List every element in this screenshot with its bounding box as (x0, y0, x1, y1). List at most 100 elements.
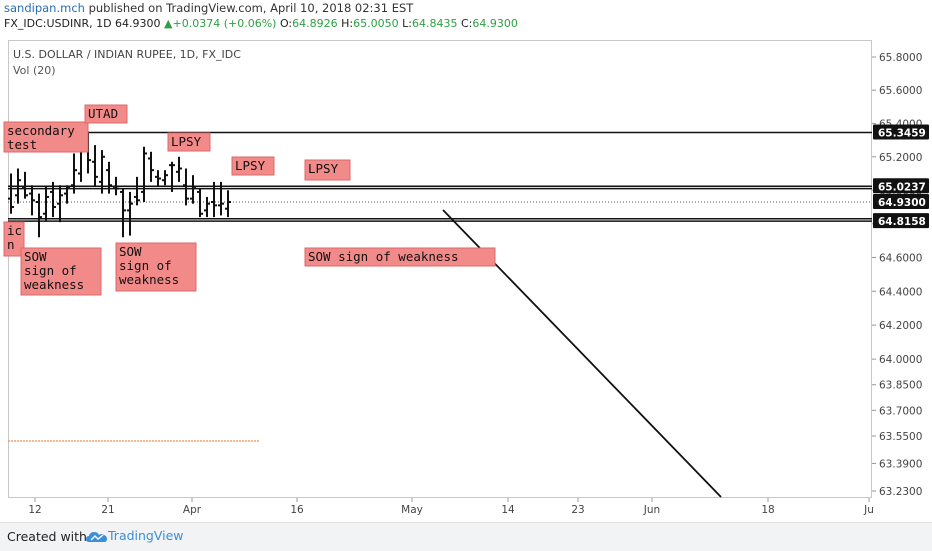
ohlc-bar (64, 185, 70, 204)
price-tick-label: 65.4000 (879, 118, 922, 130)
ohlc-bar (22, 171, 28, 199)
price-labels: 65.3459 65.0237 64.8158 64.9300 (873, 124, 929, 229)
ohlc-bar (162, 170, 168, 186)
ohlc-bar (15, 168, 21, 204)
publish-info: sandipan.mch published on TradingView.co… (4, 1, 413, 15)
price-axis-label: 64.9300 (873, 193, 929, 209)
annotation-label: LPSY (231, 156, 275, 176)
annotation-box (304, 247, 496, 267)
annotation-text: secondary (7, 123, 75, 138)
annotation-label: LPSY (304, 159, 351, 181)
annotation-label: LPSY (167, 132, 211, 152)
price-axis-label-text: 64.8158 (878, 216, 926, 228)
ohlc-bar (197, 188, 203, 218)
time-tick-label: 21 (101, 504, 114, 516)
price-axis-label-text: 64.9300 (878, 197, 926, 209)
annotation-label: icn (3, 221, 25, 257)
ohlc-bar (8, 173, 14, 214)
ohlc-bar (50, 181, 56, 218)
price-tick-label: 63.2300 (879, 486, 922, 498)
ohlc-bar (57, 185, 63, 223)
ohlc-bar (127, 191, 133, 236)
symbol-interval: FX_IDC:USDINR, 1D (4, 17, 112, 30)
last-price: 64.9300 (115, 17, 161, 30)
ohlc-bar (113, 176, 119, 196)
author-link[interactable]: sandipan.mch (4, 1, 85, 15)
annotation-text: LPSY (171, 134, 202, 149)
high-value: 65.0050 (353, 17, 399, 30)
price-axis-label-box (873, 193, 929, 209)
footer-bar: Created with TradingView (0, 522, 932, 551)
annotation-text: SOW sign of weakness (308, 249, 459, 264)
published-text: published on TradingView.com, April 10, … (88, 1, 414, 15)
ohlc-bar (29, 185, 35, 216)
annotation-text: weakness (24, 277, 84, 292)
annotation-text: SOW (24, 249, 47, 264)
ohlc-bar (36, 193, 42, 238)
chart-frame[interactable] (8, 40, 872, 498)
price-tick-label: 65.8000 (879, 52, 922, 64)
annotation-text: ic (7, 223, 22, 238)
close-value: 64.9300 (472, 17, 518, 30)
ohlc-bar (120, 188, 126, 238)
annotation-text: LPSY (308, 161, 339, 176)
time-tick-label: 23 (571, 504, 584, 516)
tradingview-brand: TradingView (108, 528, 184, 543)
price-axis-label: 65.0237 (873, 178, 929, 194)
price-axis-label-text: 65.3459 (878, 127, 926, 139)
legend-title: U.S. DOLLAR / INDIAN RUPEE, 1D, FX_IDC (13, 48, 241, 61)
price-tick-label: 65.6000 (879, 85, 922, 97)
ohlc-bar (148, 151, 154, 182)
ohlc-bar (134, 176, 140, 206)
time-tick-label: 14 (501, 504, 515, 516)
price-tick-label: 65.2000 (879, 152, 922, 164)
annotation-box (304, 159, 351, 181)
annotation-box (167, 132, 211, 152)
price-change: +0.0374 (+0.06%) (172, 17, 277, 30)
ohlc-bar (211, 181, 217, 218)
high-label: H: (341, 17, 354, 30)
cloud-icon (86, 532, 107, 542)
ohlc-bar (106, 161, 112, 194)
price-axis-label: 64.8158 (873, 213, 929, 229)
annotation-box (3, 221, 25, 257)
price-tick-label: 64.4000 (879, 286, 922, 298)
price-axis-label-box (873, 124, 929, 140)
time-tick-label: 18 (761, 504, 774, 516)
time-tick-label: Jun (643, 504, 660, 516)
price-tick-label: 63.8500 (879, 380, 922, 392)
annotation-label: UTAD (84, 104, 128, 124)
legend-volume: Vol (20) (13, 64, 56, 77)
up-arrow-icon: ▲ (164, 17, 173, 30)
annotation-label: SOW sign of weakness (304, 247, 496, 267)
low-label: L: (402, 17, 412, 30)
open-label: O: (279, 17, 293, 30)
tradingview-logo[interactable]: TradingView (86, 528, 184, 543)
ohlc-bar (141, 146, 147, 202)
time-tick-label: Ju (863, 504, 874, 516)
price-tick-label: 63.7000 (879, 405, 922, 417)
ohlc-bar (43, 186, 49, 221)
ohlc-bar (92, 145, 98, 187)
horizontal-levels (8, 131, 872, 222)
time-tick-label: May (401, 504, 423, 516)
ohlc-bar (99, 150, 105, 194)
ohlc-bar (155, 170, 161, 187)
price-tick-label: 64.2000 (879, 320, 922, 332)
time-scale[interactable]: 12 21 Apr 16 May 14 23 Jun 18 Ju (28, 498, 874, 516)
ohlc-bar (190, 175, 196, 204)
annotation-box (231, 156, 275, 176)
price-tick-label: 63.5500 (879, 431, 922, 443)
ohlc-bar (204, 196, 210, 218)
annotation-text: weakness (119, 272, 179, 287)
ohlc-bar (176, 156, 182, 182)
annotation-text: test (7, 137, 37, 152)
annotation-text: SOW (119, 244, 142, 259)
time-tick-label: 12 (28, 504, 41, 516)
price-scale[interactable]: 65.800065.600065.400065.200065.000064.80… (872, 52, 922, 498)
